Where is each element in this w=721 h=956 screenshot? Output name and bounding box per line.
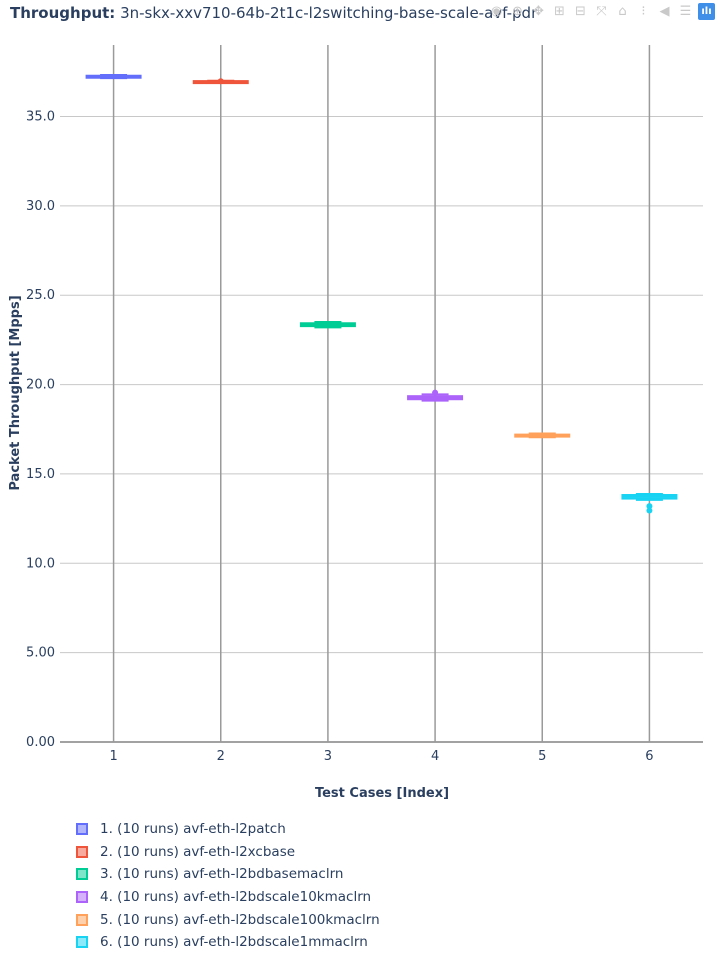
box-trace-4[interactable]: [407, 389, 464, 402]
box-trace-1[interactable]: [85, 74, 142, 80]
camera-icon[interactable]: ◉: [490, 4, 503, 19]
hover-compare-icon[interactable]: ☰: [679, 4, 692, 19]
chart-title-prefix: Throughput:: [10, 4, 116, 22]
y-tick-label: 20.0: [26, 378, 55, 393]
zoom-icon[interactable]: ⊕: [512, 4, 523, 19]
legend-swatch: [76, 891, 88, 904]
x-tick-label: 1: [109, 749, 117, 764]
x-tick-label: 6: [645, 749, 653, 764]
legend-swatch: [76, 868, 88, 881]
box-trace-5[interactable]: [514, 432, 571, 439]
y-tick-label: 30.0: [26, 199, 55, 214]
y-axis-title: Packet Throughput [Mpps]: [8, 295, 23, 490]
legend-swatch: [76, 913, 88, 926]
pan-icon[interactable]: ✥: [533, 4, 544, 19]
plotly-logo-icon[interactable]: ılı: [698, 3, 715, 20]
x-axis-title: Test Cases [Index]: [315, 786, 449, 801]
y-tick-label: 35.0: [26, 109, 55, 124]
x-tick-label: 3: [324, 749, 332, 764]
legend-label: 5. (10 runs) avf-eth-l2bdscale100kmaclrn: [100, 911, 380, 928]
x-tick-label: 5: [538, 749, 546, 764]
x-axis-ticks: 1 2 3 4 5 6: [109, 749, 653, 764]
chart-title-text: 3n-skx-xxv710-64b-2t1c-l2switching-base-…: [120, 4, 538, 22]
grid-lines: [60, 45, 703, 743]
legend-label: 6. (10 runs) avf-eth-l2bdscale1mmaclrn: [100, 934, 368, 951]
y-tick-label: 25.0: [26, 288, 55, 303]
legend: 1. (10 runs) avf-eth-l2patch 2. (10 runs)…: [76, 818, 380, 954]
box-trace-6[interactable]: [621, 492, 678, 514]
legend-item-1[interactable]: 1. (10 runs) avf-eth-l2patch: [76, 818, 380, 841]
autoscale-icon[interactable]: ⤧: [596, 4, 607, 19]
legend-label: 2. (10 runs) avf-eth-l2xcbase: [100, 843, 296, 860]
legend-label: 1. (10 runs) avf-eth-l2patch: [100, 821, 286, 838]
y-axis-ticks: 0.00 5.00 10.0 15.0 20.0 25.0 30.0 35.0: [26, 109, 55, 750]
legend-label: 4. (10 runs) avf-eth-l2bdscale10kmaclrn: [100, 889, 372, 906]
box-outlier-point[interactable]: [432, 389, 439, 396]
y-tick-label: 5.00: [26, 646, 55, 661]
box-outlier-point[interactable]: [646, 503, 653, 510]
y-tick-label: 15.0: [26, 467, 55, 482]
zoom-out-icon[interactable]: ⊟: [575, 4, 586, 19]
box-plots[interactable]: [85, 74, 678, 514]
zoom-in-icon[interactable]: ⊞: [554, 4, 565, 19]
legend-swatch: [76, 823, 88, 836]
legend-item-6[interactable]: 6. (10 runs) avf-eth-l2bdscale1mmaclrn: [76, 931, 380, 954]
legend-item-4[interactable]: 4. (10 runs) avf-eth-l2bdscale10kmaclrn: [76, 886, 380, 909]
box-trace-2[interactable]: [192, 78, 249, 85]
legend-item-5[interactable]: 5. (10 runs) avf-eth-l2bdscale100kmaclrn: [76, 908, 380, 931]
x-tick-label: 2: [217, 749, 225, 764]
chart-title: Throughput: 3n-skx-xxv710-64b-2t1c-l2swi…: [10, 4, 537, 22]
reset-axes-icon[interactable]: ⌂: [618, 4, 627, 19]
legend-swatch: [76, 845, 88, 858]
spike-lines-icon[interactable]: ⁝: [641, 4, 646, 19]
modebar: ◉ ⊕ ✥ ⊞ ⊟ ⤧ ⌂ ⁝ ◀ ☰ ılı: [488, 3, 715, 20]
legend-label: 3. (10 runs) avf-eth-l2bdbasemaclrn: [100, 866, 344, 883]
x-tick-label: 4: [431, 749, 439, 764]
legend-item-2[interactable]: 2. (10 runs) avf-eth-l2xcbase: [76, 841, 380, 864]
legend-item-3[interactable]: 3. (10 runs) avf-eth-l2bdbasemaclrn: [76, 863, 380, 886]
box-outlier-point[interactable]: [646, 507, 653, 514]
box-trace-3[interactable]: [299, 321, 356, 329]
y-tick-label: 0.00: [26, 735, 55, 750]
hover-closest-icon[interactable]: ◀: [659, 4, 670, 19]
y-tick-label: 10.0: [26, 556, 55, 571]
box-outlier-point[interactable]: [217, 78, 224, 85]
legend-swatch: [76, 936, 88, 949]
